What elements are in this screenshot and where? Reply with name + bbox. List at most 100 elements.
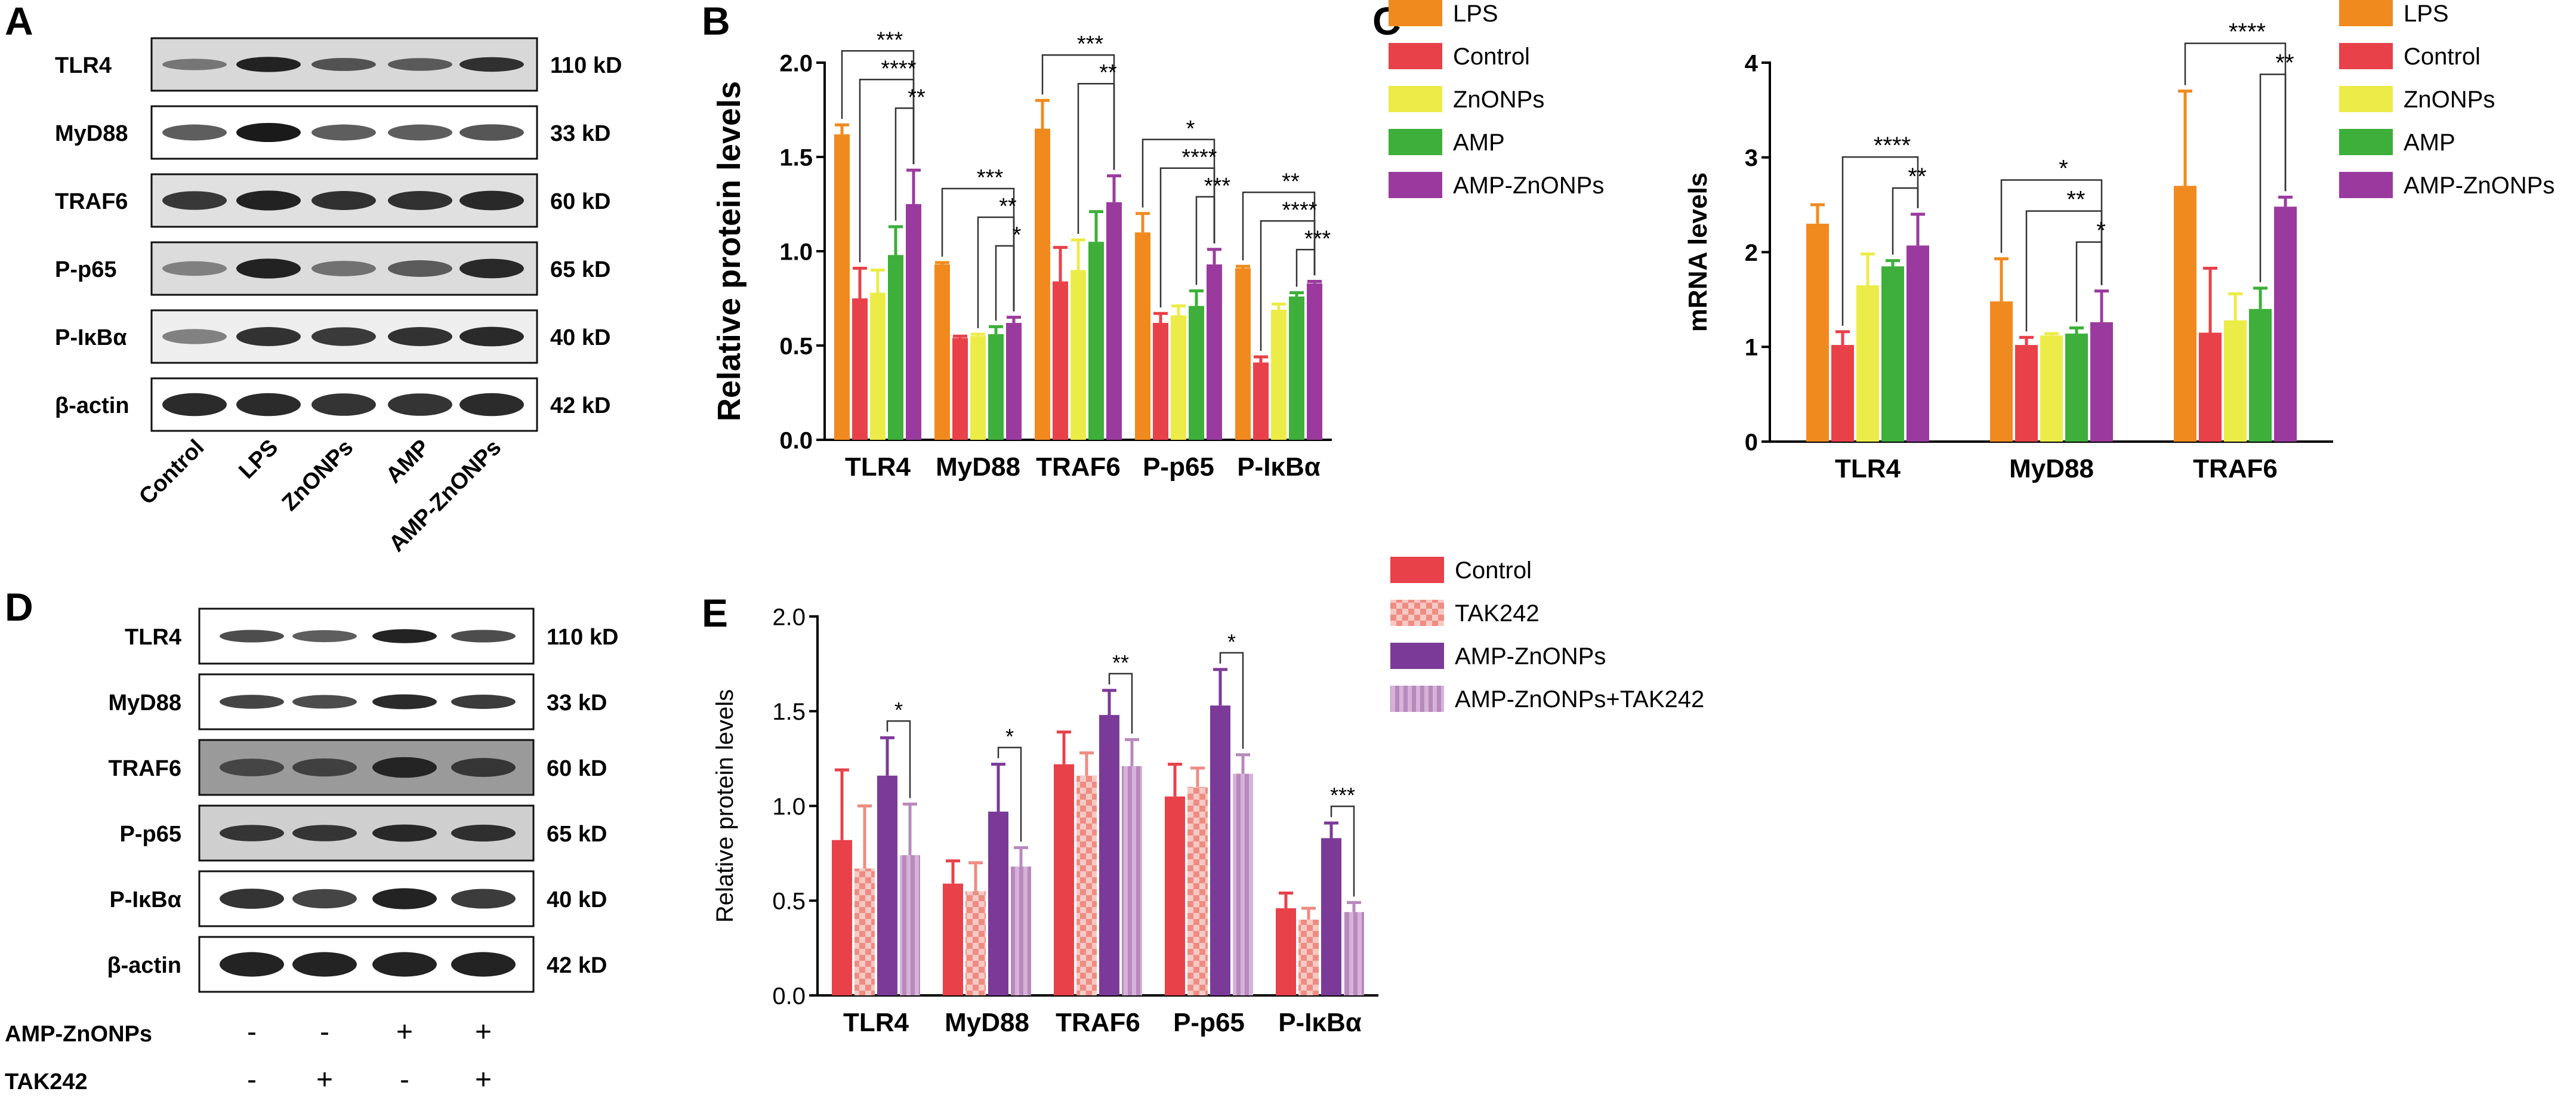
y-tick-label: 1.0 [779,239,813,265]
legend-label: ZnONPs [2404,87,2495,113]
blot-band [451,758,516,777]
blot-protein-label: TRAF6 [55,189,128,214]
bar [2174,186,2196,442]
blot-band [236,123,301,142]
significance-label: *** [1204,174,1231,199]
treatment-sign: + [475,1016,492,1048]
bar [1054,764,1074,995]
bar [1106,202,1122,440]
legend-label: ZnONPs [1453,87,1544,113]
y-tick-label: 0.0 [772,983,806,1009]
significance-label: *** [977,165,1004,190]
blot-band [388,260,452,277]
bar [1011,867,1031,995]
legend-swatch [1390,686,1444,712]
blot-band [388,58,452,71]
blot-band [451,952,516,977]
blot-protein-label: TLR4 [125,625,181,650]
bar [2040,335,2063,442]
blot-size-label: 65 kD [547,822,607,847]
blot-band [236,327,301,346]
significance-bracket [1219,652,1244,749]
blot-band [292,889,357,909]
panel-letter-a: A [5,0,33,43]
significance-bracket [2075,241,2103,322]
chart-e: 0.0 0.5 1.0 1.5 2.0 Relative protein levels TL… [712,557,1704,1037]
blot-size-label: 33 kD [550,121,610,146]
blot-band [162,329,227,344]
bar [952,338,968,440]
bar [970,336,986,440]
panel-letter-b: B [702,0,730,43]
blot-band [388,327,452,346]
bar [1831,345,1854,442]
significance-label: ** [1112,650,1129,675]
blot-band [220,695,284,709]
chart-b: 0.0 0.5 1.0 1.5 2.0 Relative protein levels TL… [711,0,1604,482]
y-tick-label: 0.0 [779,427,813,454]
bar [852,298,868,440]
significance-bracket [995,245,1015,321]
x-tick-label: P-IκBα [1278,1008,1362,1037]
y-tick-label: 4 [1745,50,1759,76]
blot-size-label: 40 kD [547,887,607,912]
significance-label: * [2096,218,2106,244]
blot-band [451,695,516,709]
bar [1235,268,1251,440]
bar [1088,242,1104,440]
blot-band [451,889,516,909]
significance-label: ** [908,85,925,110]
blot-size-label: 110 kD [547,625,618,650]
bar [1006,323,1022,440]
bar [1153,323,1168,440]
treatment-sign: + [475,1064,492,1096]
panel-letter-e: E [702,591,728,635]
bar [1321,838,1341,995]
treatment-sign: - [247,1016,257,1048]
bar [2065,334,2088,442]
blot-band [311,261,376,276]
blot-band [220,825,284,841]
significance-label: ** [999,194,1017,219]
treatment-sign: - [400,1064,409,1096]
legend-swatch [1390,557,1444,583]
legend-swatch [1389,43,1442,69]
bar [1990,301,2013,442]
legend-label: LPS [2404,1,2449,27]
blot-band [372,694,437,710]
legend-label: TAK242 [1455,600,1540,627]
significance-label: *** [1330,783,1355,807]
bar [1276,908,1296,995]
blot-band [162,124,227,141]
x-tick-label: P-IκBα [1237,452,1321,482]
significance-label: * [2059,156,2068,182]
bar [2199,332,2222,442]
y-axis-label: Relative protein levels [711,81,747,421]
bar [988,334,1004,440]
legend-swatch [1390,643,1444,669]
blot-band [459,57,524,72]
blot-band [220,952,284,977]
bar [2015,345,2038,442]
blot-band [459,326,524,347]
blot-band [311,58,376,71]
bar [877,775,897,995]
bar [1099,715,1119,995]
bar [1189,306,1204,440]
lane-label: AMP [381,435,434,488]
significance-bracket [1295,249,1316,287]
significance-label: *** [1077,32,1104,57]
significance-label: **** [1181,145,1217,170]
bar [1135,232,1150,440]
x-tick-label: TLR4 [843,1008,909,1037]
treatment-sign: + [316,1064,333,1096]
bar [1298,920,1319,995]
legend-label: AMP [2404,129,2455,156]
blot-band [162,191,227,210]
y-tick-label: 0.5 [779,333,813,359]
blot-band [236,258,301,279]
y-tick-label: 2 [1745,240,1758,266]
x-tick-label: TRAF6 [1056,1008,1140,1037]
legend-swatch [1389,172,1442,198]
bar [1187,787,1208,995]
